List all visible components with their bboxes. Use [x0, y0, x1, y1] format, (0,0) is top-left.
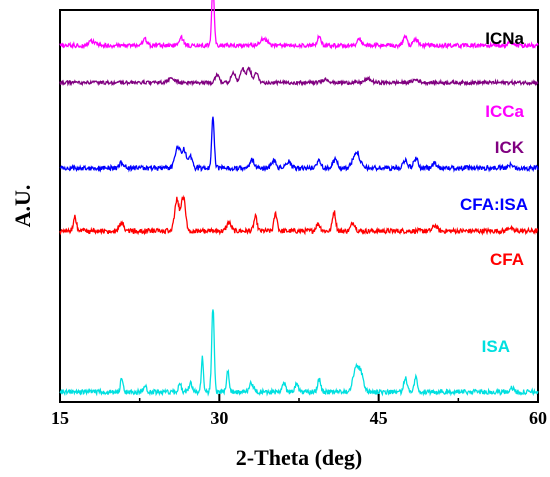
series-label-icna: ICNa — [485, 29, 524, 48]
series-label-ick: ICK — [495, 138, 525, 157]
series-line-cfa-isa — [59, 116, 539, 173]
traces — [59, 0, 539, 397]
y-axis-label: A.U. — [10, 185, 35, 228]
series-line-ick — [59, 66, 539, 87]
series-label-icca: ICCa — [485, 102, 524, 121]
x-tick-label: 15 — [51, 408, 69, 428]
series-line-icca — [59, 0, 539, 50]
series-line-cfa — [59, 194, 539, 236]
x-tick-label: 30 — [210, 408, 228, 428]
x-tick-label: 60 — [529, 408, 547, 428]
x-axis-ticks: 15 30 45 60 — [51, 394, 547, 428]
series-label-cfa: CFA — [490, 250, 524, 269]
series-line-isa — [59, 309, 539, 397]
x-tick-label: 45 — [370, 408, 388, 428]
series-labels: ICNa ICCa ICK CFA:ISA CFA ISA — [460, 29, 528, 356]
series-label-cfa-isa: CFA:ISA — [460, 195, 528, 214]
series-label-isa: ISA — [482, 337, 510, 356]
x-axis-label: 2-Theta (deg) — [236, 445, 362, 470]
